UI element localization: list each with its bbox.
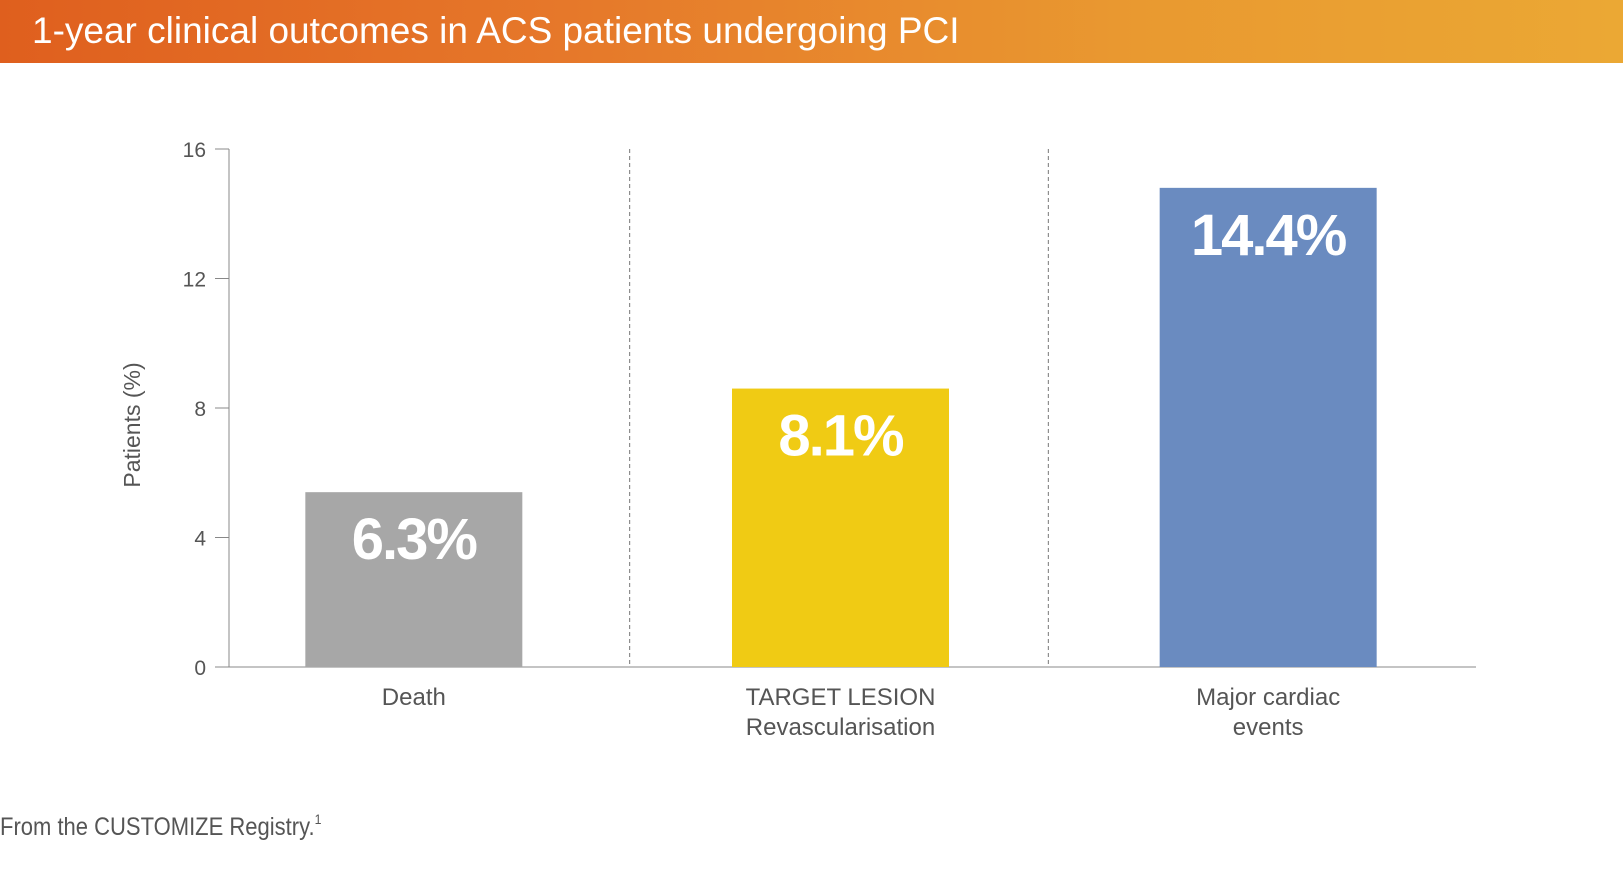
x-category-label: Death (382, 684, 446, 711)
footnote-text: From the CUSTOMIZE Registry. (0, 813, 315, 841)
footnote-marker: 1 (314, 811, 322, 827)
bar-value-label: 6.3% (352, 507, 478, 572)
bar (732, 388, 949, 667)
chart-bars (305, 187, 1377, 667)
y-tick-label: 0 (194, 657, 206, 680)
x-category-label: Revascularisation (746, 714, 935, 741)
y-tick-label: 8 (194, 398, 206, 421)
bar-value-label: 8.1% (778, 404, 904, 469)
x-category-label: Major cardiac (1196, 684, 1340, 711)
chart-axes: 0 4 8 12 16 Patients (%) (119, 139, 1476, 680)
y-axis-title: Patients (%) (119, 362, 145, 487)
title-banner: 1-year clinical outcomes in ACS patients… (0, 0, 1623, 63)
x-category-label: TARGET LESION (746, 684, 936, 711)
y-tick-label: 12 (183, 269, 206, 292)
chart-title: 1-year clinical outcomes in ACS patients… (32, 10, 960, 51)
y-tick-label: 16 (183, 139, 206, 162)
chart-labels: 6.3% Death 8.1% TARGET LESION Revascularisat… (352, 203, 1349, 741)
bar (305, 492, 523, 667)
source-footnote: From the CUSTOMIZE Registry.1 (0, 811, 321, 842)
y-tick-label: 4 (194, 528, 206, 551)
x-category-label: events (1233, 714, 1304, 741)
bar-value-label: 14.4% (1191, 203, 1347, 268)
bar (1159, 187, 1377, 667)
